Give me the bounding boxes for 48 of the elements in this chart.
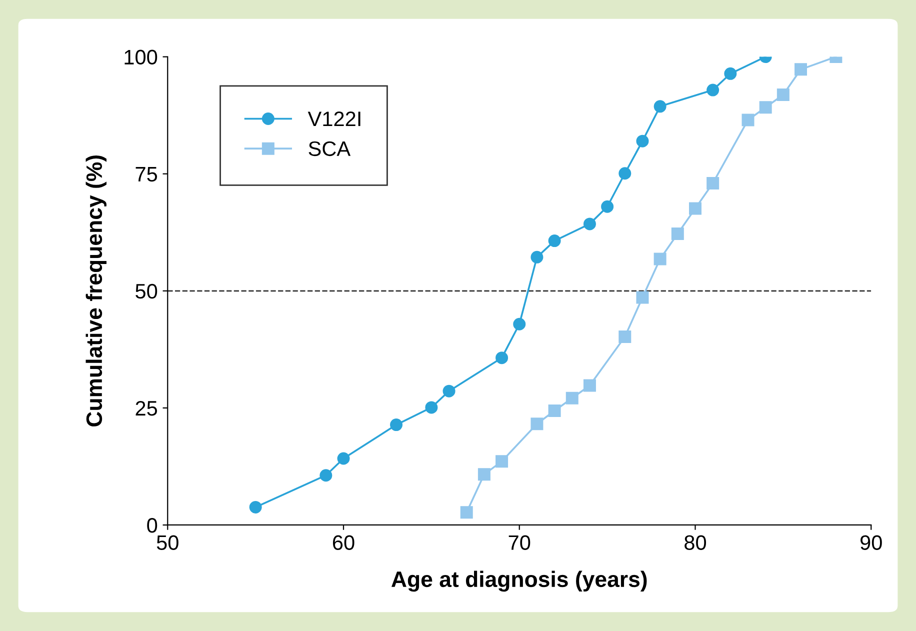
x-axis-title: Age at diagnosis (years) (392, 570, 647, 592)
x-tick-label: 50 (156, 535, 178, 550)
point (478, 468, 490, 481)
point (671, 228, 684, 240)
legend-label: V122I (308, 111, 360, 126)
y-tick-label: 25 (136, 400, 158, 416)
y-tick-label: 0 (147, 518, 158, 533)
point (583, 218, 596, 230)
point (442, 384, 456, 398)
y-tick-label: 50 (136, 284, 158, 299)
point (530, 418, 544, 430)
point (513, 318, 526, 330)
point (337, 452, 350, 465)
point (742, 114, 754, 126)
point (759, 101, 772, 114)
point (496, 352, 508, 364)
point (583, 379, 596, 392)
point (460, 506, 473, 519)
point (530, 250, 544, 264)
x-tick-label: 70 (508, 535, 530, 550)
y-axis-title: Cumulative frequency (%) (86, 156, 106, 426)
point (320, 469, 332, 482)
point (548, 404, 561, 417)
point (618, 167, 632, 180)
point (496, 455, 508, 468)
point (654, 252, 666, 266)
point (249, 500, 262, 514)
point (688, 202, 702, 215)
point (706, 176, 720, 190)
y-tick-label: 100 (124, 50, 158, 65)
y-tick-label: 75 (136, 167, 158, 182)
x-tick-label: 60 (332, 535, 354, 550)
x-tick-label: 80 (684, 535, 706, 550)
point (636, 134, 649, 148)
point (654, 100, 666, 113)
point (706, 84, 720, 96)
point (794, 63, 808, 76)
point (425, 401, 438, 414)
point (548, 234, 561, 248)
point (390, 418, 403, 432)
point (566, 392, 578, 404)
x-tick-label: 90 (860, 535, 882, 550)
point (636, 291, 649, 304)
point (601, 200, 614, 213)
point (618, 330, 632, 344)
legend-label: SCA (308, 141, 351, 156)
point (724, 67, 737, 80)
point (776, 88, 790, 101)
